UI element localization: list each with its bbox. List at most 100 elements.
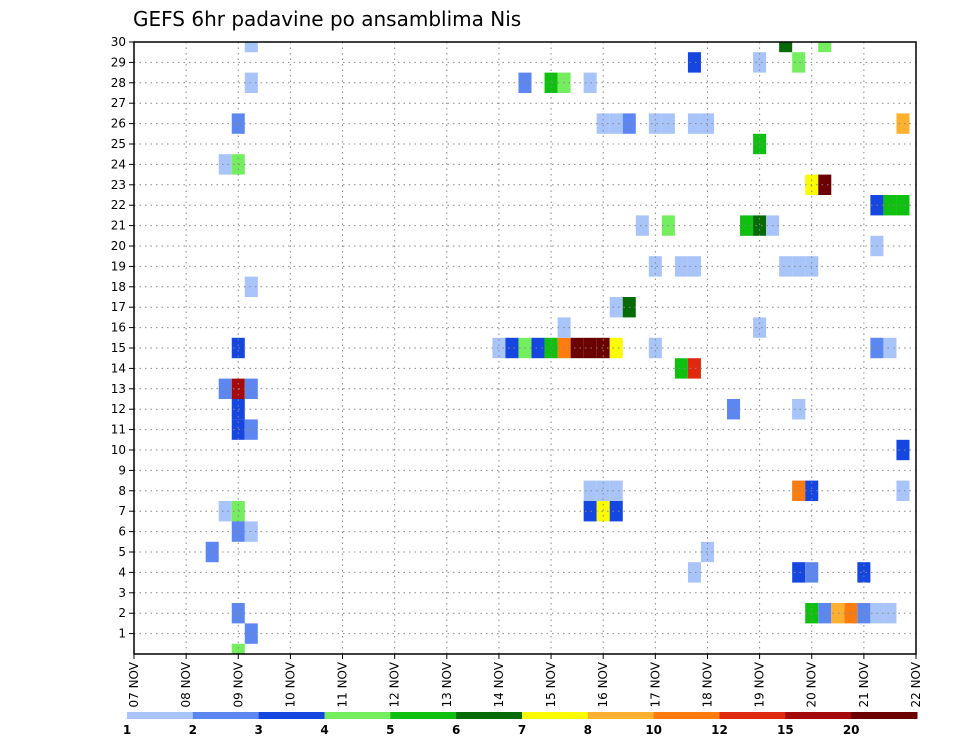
- x-tick-label: 12 NOV: [388, 661, 402, 707]
- x-tick-label: 17 NOV: [648, 661, 662, 707]
- y-tick-label: 26: [111, 117, 126, 131]
- heatmap-cell: [674, 358, 688, 379]
- heatmap-cell: [687, 52, 701, 73]
- x-tick-label: 08 NOV: [179, 661, 193, 707]
- colorbar-segment: [258, 712, 325, 719]
- y-tick-label: 27: [111, 96, 126, 110]
- heatmap-cell: [244, 521, 258, 542]
- y-tick-label: 25: [111, 137, 126, 151]
- heatmap-cell: [753, 133, 767, 155]
- heatmap-cell: [609, 297, 623, 318]
- heatmap-cell: [596, 480, 610, 501]
- heatmap-cell: [231, 643, 245, 654]
- y-tick-label: 8: [118, 484, 126, 498]
- x-tick-label: 19 NOV: [753, 661, 767, 707]
- y-tick-label: 5: [118, 545, 126, 559]
- grid-lines: [134, 41, 916, 654]
- heatmap-cell: [609, 337, 623, 359]
- heatmap-cell: [687, 358, 701, 379]
- colorbar-segment: [785, 712, 852, 719]
- y-tick-label: 14: [111, 361, 126, 375]
- x-tick-label: 13 NOV: [440, 661, 454, 707]
- colorbar-label: 3: [254, 723, 262, 737]
- y-tick-label: 17: [111, 300, 126, 314]
- colorbar-label: 15: [777, 723, 794, 737]
- colorbar-segment: [851, 712, 918, 719]
- y-tick-label: 24: [111, 157, 126, 171]
- colorbar-label: 10: [645, 723, 662, 737]
- heatmap-cell: [792, 399, 806, 420]
- y-tick-label: 21: [111, 219, 126, 233]
- heatmap-cell: [792, 256, 806, 277]
- heatmap-cell: [648, 337, 662, 359]
- colorbar-segment: [522, 712, 589, 719]
- heatmap-cell: [687, 113, 701, 134]
- heatmap-cell: [244, 276, 258, 297]
- heatmap-cell: [231, 337, 245, 359]
- colorbar-label: 7: [518, 723, 526, 737]
- colorbar-segment: [192, 712, 260, 719]
- heatmap-cell: [648, 256, 662, 277]
- y-tick-label: 7: [118, 504, 126, 518]
- heatmap-cell: [609, 113, 623, 134]
- colorbar-segment: [127, 712, 194, 719]
- heatmap-cell: [244, 72, 258, 93]
- heatmap-cell: [818, 603, 832, 624]
- y-tick-label: 23: [111, 178, 126, 192]
- x-tick-label: 10 NOV: [283, 661, 297, 707]
- heatmap-cell: [792, 52, 806, 73]
- heatmap-cell: [231, 113, 245, 134]
- plot-frame: [133, 41, 917, 655]
- y-tick-label: 4: [118, 565, 126, 579]
- x-tick-label: 14 NOV: [492, 661, 506, 707]
- heatmap-cell: [674, 256, 688, 277]
- heatmap-cell: [583, 337, 597, 359]
- colorbar-segment: [324, 712, 391, 719]
- heatmap-cell: [883, 603, 897, 624]
- heatmap-cell: [244, 419, 258, 440]
- heatmap-cell: [609, 501, 623, 522]
- heatmap-cell: [583, 501, 597, 522]
- colorbar-segment: [456, 712, 523, 719]
- heatmap-cell: [792, 480, 806, 501]
- colorbar-label: 5: [386, 723, 394, 737]
- heatmap-cell: [740, 215, 754, 236]
- y-tick-label: 3: [118, 586, 126, 600]
- colorbar-label: 12: [711, 723, 728, 737]
- y-axis-ticks: 1234567891011121314151617181920212223242…: [111, 35, 134, 641]
- heatmap-cell: [505, 337, 519, 359]
- heatmap-cell: [231, 419, 245, 440]
- heatmap-cell: [792, 562, 806, 583]
- y-tick-label: 18: [111, 280, 126, 294]
- colorbar: 1 2 3 4 5 6 7 8 10 12 15 20: [123, 712, 918, 737]
- heatmap-cell: [883, 195, 897, 216]
- x-tick-label: 18 NOV: [700, 661, 714, 707]
- x-tick-label: 21 NOV: [857, 661, 871, 707]
- heatmap-cell: [896, 439, 910, 461]
- heatmap-cell: [570, 337, 584, 359]
- heatmap-cell: [609, 480, 623, 501]
- y-tick-label: 10: [111, 443, 126, 457]
- heatmap-cell: [896, 113, 910, 134]
- colorbar-segment: [587, 712, 655, 719]
- heatmap-cell: [896, 480, 910, 501]
- y-tick-label: 13: [111, 382, 126, 396]
- heatmap-cell: [857, 562, 871, 583]
- heatmap-cell: [544, 72, 558, 93]
- x-tick-label: 09 NOV: [231, 661, 245, 707]
- x-tick-label: 16 NOV: [596, 661, 610, 707]
- x-tick-label: 11 NOV: [336, 661, 350, 707]
- heatmap-cell: [844, 603, 858, 624]
- colorbar-label: 4: [320, 723, 328, 737]
- y-tick-label: 19: [111, 259, 126, 273]
- y-tick-label: 12: [111, 402, 126, 416]
- colorbar-segment: [390, 712, 457, 719]
- heatmap-cell: [596, 113, 610, 134]
- heatmap-cell: [687, 256, 701, 277]
- heatmap-cell: [831, 603, 845, 624]
- heatmap-cell: [231, 399, 245, 420]
- y-tick-label: 9: [118, 463, 126, 477]
- heatmap-cell: [583, 72, 597, 93]
- y-tick-label: 30: [111, 35, 126, 49]
